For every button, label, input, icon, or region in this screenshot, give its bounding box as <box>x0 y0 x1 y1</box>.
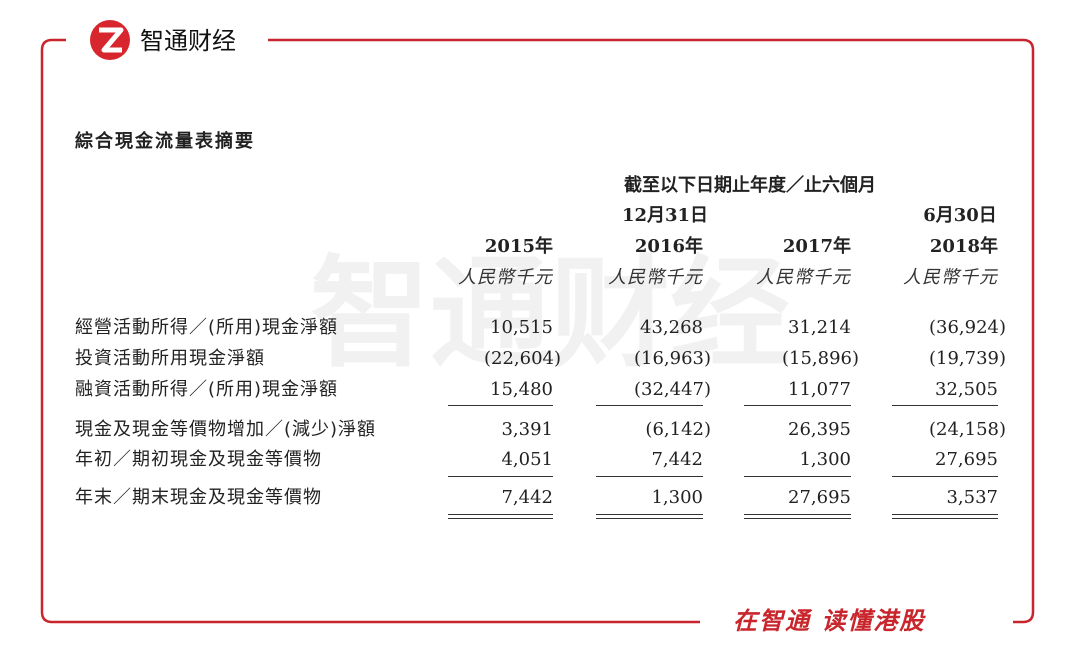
subtotal-rule <box>596 405 703 406</box>
cell: (22,604) <box>483 348 561 369</box>
cell: 3,537 <box>946 487 998 508</box>
subtotal-rule <box>448 476 553 477</box>
cell: 27,695 <box>788 487 851 508</box>
cell: (36,924) <box>928 317 1006 338</box>
row-label: 融資活動所得／(所用)現金淨額 <box>75 379 339 400</box>
cell: (24,158) <box>928 419 1006 440</box>
cell: 4,051 <box>501 449 553 470</box>
column-header: 2017年 <box>782 236 851 257</box>
total-rule <box>596 514 703 515</box>
cell: (16,963) <box>633 348 711 369</box>
total-rule <box>448 518 553 519</box>
row-label: 投資活動所用現金淨額 <box>75 348 265 369</box>
cell: 31,214 <box>788 317 851 338</box>
unit-label: 人民幣千元 <box>756 267 851 288</box>
cell: 3,391 <box>501 419 553 440</box>
subtotal-rule <box>596 476 703 477</box>
unit-label: 人民幣千元 <box>608 267 703 288</box>
unit-label: 人民幣千元 <box>903 267 998 288</box>
cell: 32,505 <box>935 379 998 400</box>
cell: 10,515 <box>490 317 553 338</box>
total-rule <box>892 518 998 519</box>
subtotal-rule <box>892 476 998 477</box>
total-rule <box>596 518 703 519</box>
cell: (32,447) <box>633 379 711 400</box>
total-rule <box>448 514 553 515</box>
total-rule <box>892 514 998 515</box>
total-rule <box>744 514 851 515</box>
row-label: 年初／期初現金及現金等價物 <box>75 449 322 470</box>
cell: 27,695 <box>935 449 998 470</box>
subtotal-rule <box>892 405 998 406</box>
cell: 43,268 <box>640 317 703 338</box>
unit-label: 人民幣千元 <box>458 267 553 288</box>
column-header: 2016年 <box>634 236 703 257</box>
cell: (19,739) <box>928 348 1006 369</box>
cell: 1,300 <box>651 487 703 508</box>
row-label: 經營活動所得／(所用)現金淨額 <box>75 317 339 338</box>
period-header: 截至以下日期止年度／止六個月 <box>624 175 876 196</box>
row-label: 年末／期末現金及現金等價物 <box>75 487 322 508</box>
date-header: 6月30日 <box>923 205 997 226</box>
cell: 26,395 <box>788 419 851 440</box>
row-label: 現金及現金等價物增加／(減少)淨額 <box>75 419 377 440</box>
cell: (15,896) <box>781 348 859 369</box>
subtotal-rule <box>448 405 553 406</box>
cell: 1,300 <box>799 449 851 470</box>
cell: 11,077 <box>788 379 851 400</box>
cell: (6,142) <box>645 419 711 440</box>
logo-text: 智通财经 <box>140 27 236 55</box>
watermark: 智通财经 <box>310 245 790 384</box>
subtotal-rule <box>744 405 851 406</box>
cell: 15,480 <box>490 379 553 400</box>
slogan: 在智通 读懂港股 <box>733 607 926 635</box>
date-header: 12月31日 <box>621 205 709 226</box>
subtotal-rule <box>744 476 851 477</box>
column-header: 2015年 <box>484 236 553 257</box>
total-rule <box>744 518 851 519</box>
table-title: 綜合現金流量表摘要 <box>75 131 255 152</box>
cell: 7,442 <box>651 449 703 470</box>
cell: 7,442 <box>501 487 553 508</box>
column-header: 2018年 <box>929 236 998 257</box>
